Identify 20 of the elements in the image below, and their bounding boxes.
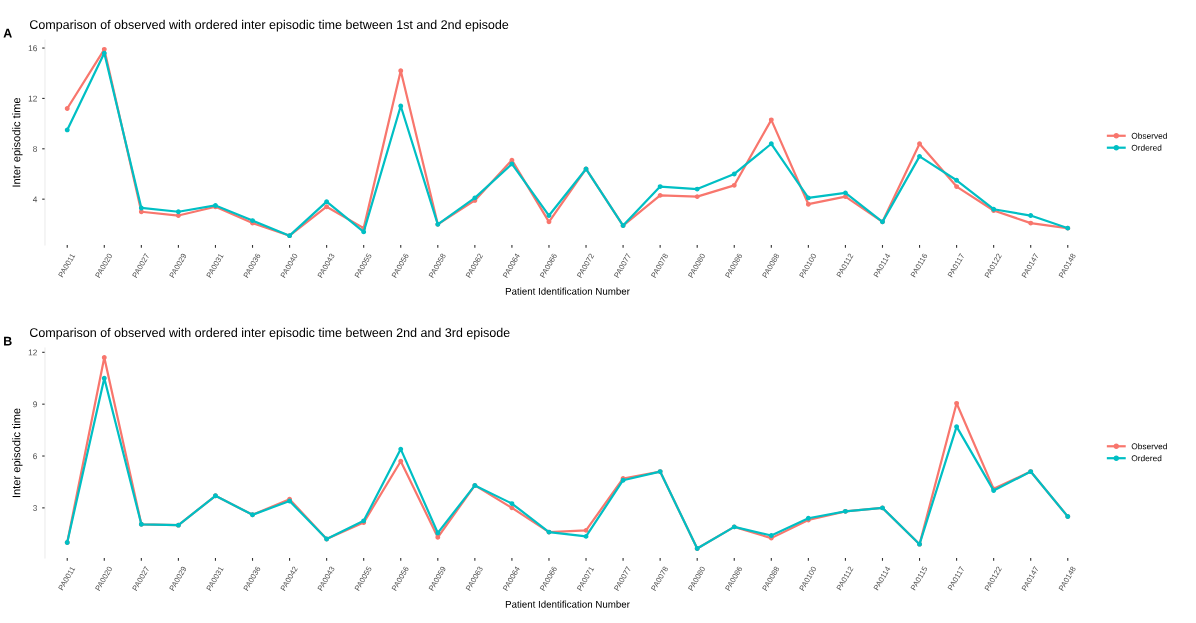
y-axis-title: Inter episodic time (12, 408, 23, 498)
y-tick-label: 3 (33, 505, 37, 511)
y-tick-label: 16 (28, 45, 37, 52)
y-tick-label: 4 (32, 196, 38, 203)
legend-label: Ordered (1131, 144, 1162, 151)
y-tick-label: 6 (33, 453, 37, 460)
x-axis-title: Patient Identification Number (505, 600, 630, 608)
text: A (3, 28, 12, 38)
y-tick-label: 12 (28, 95, 37, 102)
text: B (4, 336, 12, 346)
y-tick-label: 9 (33, 401, 37, 408)
legend-label: Ordered (1131, 455, 1162, 462)
x-axis-title: Patient Identification Number (505, 287, 630, 295)
chart-title: Comparison of observed with ordered inter episodic time between 1st and 2nd episode (29, 19, 509, 32)
legend-label: Observed (1131, 443, 1167, 450)
y-tick-label: 8 (33, 146, 37, 152)
legend-label: Observed (1131, 132, 1167, 139)
y-axis-title: Inter episodic time (12, 97, 23, 187)
chart-title: Comparison of observed with ordered inter episodic time between 2nd and 3rd episode (29, 327, 510, 340)
y-tick-label: 12 (28, 349, 37, 356)
